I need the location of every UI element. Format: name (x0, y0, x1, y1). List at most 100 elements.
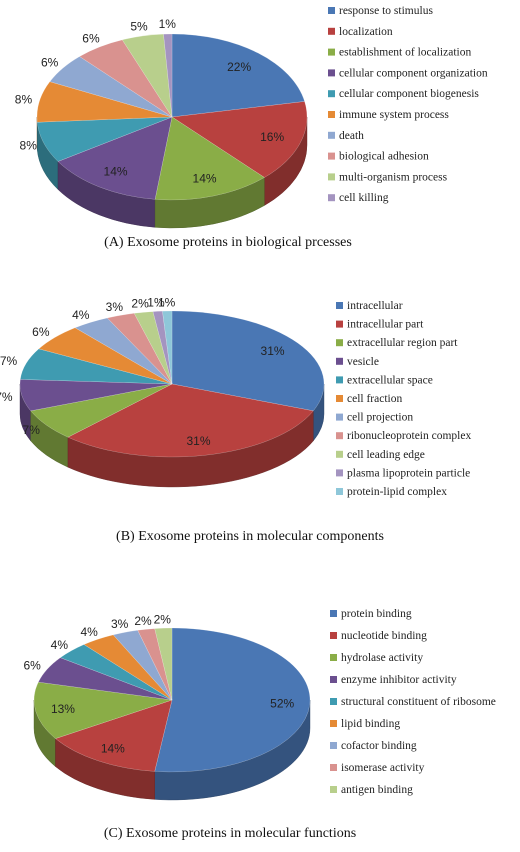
data-label-2-3: 7% (23, 423, 41, 437)
pie-slice-3-2 (54, 699, 173, 772)
data-label-3-3: 13% (51, 702, 75, 716)
legend-label-1-7: death (339, 130, 364, 142)
legend-swatch-2-11 (336, 488, 343, 495)
legend-swatch-2-10 (336, 469, 343, 477)
legend-label-1-2: localization (339, 26, 393, 38)
legend-label-3-4: enzyme inhibitor activity (341, 674, 457, 686)
legend-swatch-3-4 (330, 676, 337, 683)
data-label-2-6: 6% (32, 325, 50, 339)
data-label-2-7: 4% (72, 308, 90, 322)
legend-swatch-2-5 (336, 376, 343, 384)
legend-label-3-8: isomerase activity (341, 762, 425, 774)
legend-swatch-2-8 (336, 432, 343, 440)
data-label-2-2: 31% (187, 434, 211, 448)
pie-slice-1-6 (36, 81, 173, 123)
legend-label-3-7: cofactor binding (341, 740, 417, 752)
pie-chart-2: 31%31%7%7%7%6%4%3%2%1%1%intracellularint… (0, 295, 471, 544)
data-label-1-3: 14% (193, 172, 217, 186)
legend-swatch-2-7 (336, 413, 343, 421)
legend-label-2-9: cell leading edge (347, 449, 425, 461)
legend-swatch-3-3 (330, 654, 337, 661)
pie-slice-1-5 (36, 116, 173, 162)
data-label-3-8: 2% (134, 614, 152, 628)
pie-slice-1-8 (79, 39, 173, 118)
pie-slice-2-4 (19, 379, 173, 412)
data-label-1-9: 5% (130, 19, 148, 33)
data-label-2-8: 3% (106, 300, 124, 314)
data-label-2-5: 7% (0, 354, 18, 368)
legend-label-2-6: cell fraction (347, 393, 402, 405)
pie-slice-1-10 (163, 33, 173, 118)
data-label-2-10: 1% (147, 296, 165, 310)
data-label-1-2: 16% (260, 130, 284, 144)
legend-swatch-2-1 (336, 302, 343, 309)
pie-slice-3-5 (59, 644, 173, 701)
data-label-1-4: 14% (104, 165, 128, 179)
pie-slice-1-4 (57, 116, 173, 200)
legend-swatch-3-1 (330, 610, 337, 617)
legend-label-3-6: lipid binding (341, 718, 400, 730)
legend-label-3-9: antigen binding (341, 784, 413, 796)
pie-slice-2-7 (74, 317, 173, 385)
data-label-3-2: 14% (101, 742, 125, 756)
legend-label-1-1: response to stimulus (339, 5, 433, 17)
pie-slice-1-2 (171, 101, 308, 178)
legend-label-2-5: extracellular space (347, 374, 433, 386)
legend-label-2-10: plasma lipoprotein particle (347, 467, 470, 479)
data-label-3-1: 52% (270, 697, 294, 711)
pie-chart-3: 52% 14% 13% 6% 4% 4% 3% 2% 2% protein binding nucl… (23, 608, 495, 841)
legend-3: protein binding nucleotide binding hydrola… (330, 608, 496, 796)
pie-slice-2-9 (133, 311, 173, 385)
data-label-2-1: 31% (261, 344, 285, 358)
legend-label-3-5: structural constituent of ribosome (341, 696, 496, 708)
pie-slice-2-6 (38, 327, 173, 385)
legend-label-1-5: cellular component biogenesis (339, 88, 479, 100)
data-label-3-5: 4% (51, 638, 69, 652)
legend-swatch-1-3 (328, 48, 335, 56)
pie-slice-1-1 (171, 33, 305, 118)
legend-label-2-4: vesicle (347, 356, 379, 368)
legend-label-3-3: hydrolase activity (341, 652, 423, 664)
legend-swatch-1-10 (328, 194, 335, 202)
pie-slice-1-9 (121, 33, 173, 118)
data-label-1-1: 22% (227, 60, 251, 74)
pie-slice-3-6 (83, 634, 173, 701)
pie-slice-2-1 (171, 310, 325, 412)
legend-label-2-1: intracellular (347, 300, 403, 312)
data-label-2-11: 1% (158, 295, 176, 309)
legend-swatch-1-9 (328, 173, 335, 181)
legend-label-1-6: immune system process (339, 109, 449, 121)
data-label-1-7: 6% (41, 55, 59, 69)
pie-slice-3-3 (33, 681, 173, 739)
legend-swatch-1-2 (328, 27, 335, 35)
chart-caption-1: (A) Exosome proteins in biological prces… (104, 235, 352, 250)
legend-2: intracellular intracellular part extracell… (336, 300, 471, 498)
legend-swatch-3-8 (330, 764, 337, 771)
legend-label-2-2: intracellular part (347, 319, 424, 331)
pie-slice-2-8 (106, 313, 173, 385)
legend-swatch-2-4 (336, 357, 343, 365)
data-label-1-10: 1% (159, 17, 177, 31)
chart-caption-3: (C) Exosome proteins in molecular functi… (104, 826, 356, 841)
legend-label-1-9: multi-organism process (339, 171, 448, 183)
legend-swatch-1-5 (328, 90, 335, 98)
legend-swatch-2-6 (336, 395, 343, 402)
legend-swatch-2-3 (336, 339, 343, 347)
legend-label-2-3: extracellular region part (347, 337, 458, 349)
pie-slice-1-7 (49, 56, 173, 118)
pie-slice-2-3 (30, 383, 173, 438)
legend-swatch-2-9 (336, 450, 343, 458)
legend-label-3-1: protein binding (341, 608, 412, 620)
legend-label-1-4: cellular component organization (339, 67, 488, 79)
pie-slice-3-7 (112, 629, 173, 701)
data-label-1-6: 8% (15, 93, 33, 107)
legend-label-2-8: ribonucleoprotein complex (347, 430, 471, 442)
legend-swatch-1-6 (328, 111, 335, 118)
legend-swatch-2-2 (336, 320, 343, 328)
legend-label-3-2: nucleotide binding (341, 630, 427, 642)
pie-slice-2-10 (152, 310, 173, 385)
data-label-3-4: 6% (23, 659, 41, 673)
pie-chart-1: 22% 16% 14% 14% 8% 8% 6% 6% 5% 1% response to stim… (15, 5, 488, 250)
legend-swatch-3-5 (330, 698, 337, 705)
